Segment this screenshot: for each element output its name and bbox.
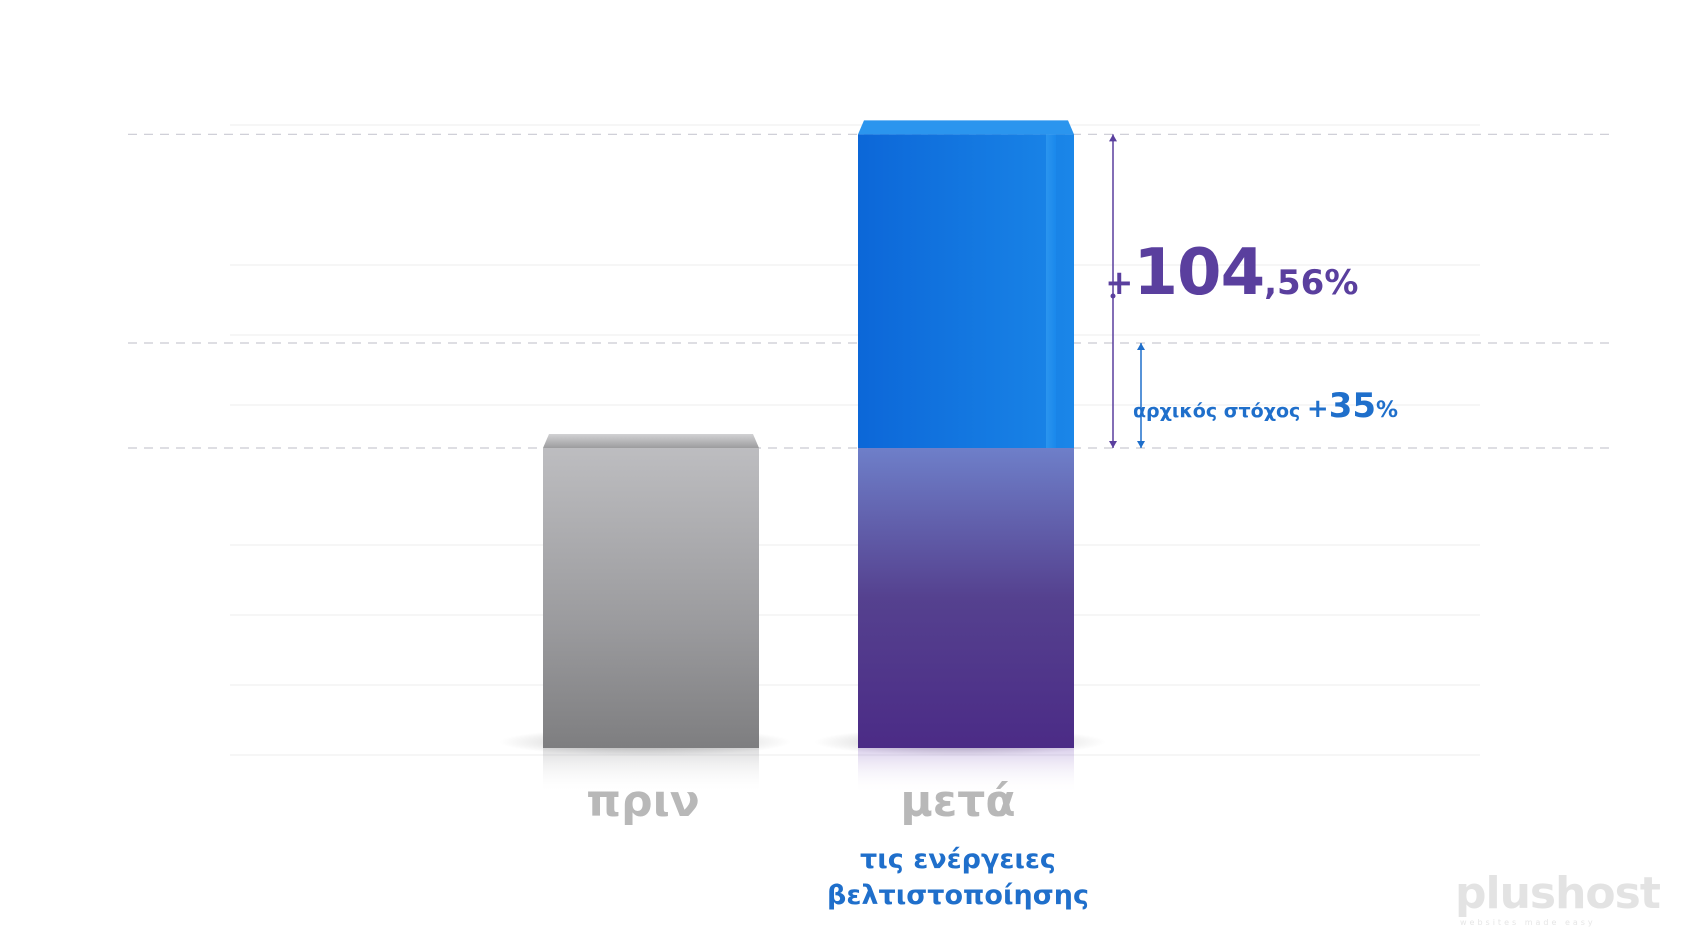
target-number: 35 bbox=[1328, 386, 1377, 426]
category-label-before: πριν bbox=[586, 776, 700, 827]
target-arrow-top bbox=[1137, 343, 1145, 350]
category-label-after: μετά bbox=[900, 776, 1016, 827]
increase-decimal: ,56% bbox=[1264, 263, 1359, 303]
increase-arrow-top bbox=[1109, 134, 1117, 142]
annotation-brackets bbox=[1109, 134, 1145, 448]
target-annotation: αρχικός στόχος +35% bbox=[1133, 386, 1398, 426]
increase-integer: 104 bbox=[1133, 236, 1266, 310]
plushost-logo: plushost bbox=[1455, 868, 1661, 919]
increase-annotation: +104,56% bbox=[1105, 236, 1358, 310]
bar-before bbox=[543, 448, 759, 748]
bar-after-base bbox=[858, 448, 1074, 748]
category-sublabel-after: τις ενέργειες βελτιστοποίησης bbox=[788, 842, 1128, 914]
sublabel-line-1: τις ενέργειες bbox=[860, 844, 1056, 875]
bars bbox=[499, 120, 1106, 794]
target-arrow-bottom bbox=[1137, 441, 1145, 448]
bar-after-highlight bbox=[1046, 134, 1056, 448]
increase-dot bbox=[1110, 293, 1116, 299]
target-label: αρχικός στόχος bbox=[1133, 400, 1307, 422]
bar-after-reflection bbox=[858, 748, 1074, 794]
sublabel-line-2: βελτιστοποίησης bbox=[827, 880, 1089, 911]
increase-arrow-bottom bbox=[1109, 441, 1117, 448]
target-percent: % bbox=[1376, 398, 1399, 423]
bar-before-top bbox=[543, 434, 759, 448]
bar-after-increase bbox=[858, 134, 1074, 448]
bar-after-top bbox=[858, 120, 1074, 135]
logo-tagline: websites made easy bbox=[1460, 918, 1596, 927]
bar-before-reflection bbox=[543, 748, 759, 794]
target-plus: + bbox=[1306, 394, 1329, 424]
increase-plus: + bbox=[1105, 263, 1134, 303]
